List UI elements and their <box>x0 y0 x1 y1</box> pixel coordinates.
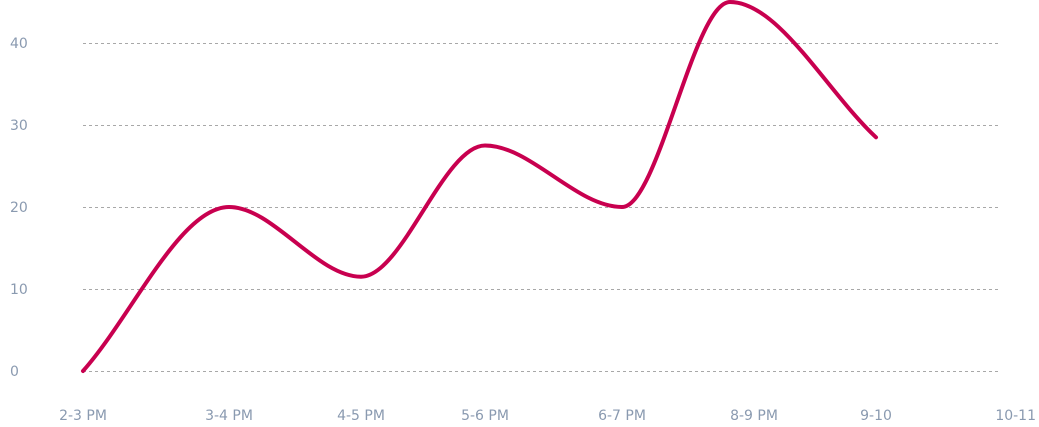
y-axis-ticks: 0 10 20 30 40 <box>10 36 28 380</box>
y-tick-label: 10 <box>10 282 28 298</box>
x-tick-label: 10-11 <box>995 408 1036 424</box>
x-tick-label: 2-3 PM <box>59 408 107 424</box>
y-tick-label: 0 <box>10 364 19 380</box>
x-tick-label: 6-7 PM <box>598 408 646 424</box>
x-tick-label: 9-10 <box>860 408 892 424</box>
y-tick-label: 20 <box>10 200 28 216</box>
series-line-0 <box>81 0 878 373</box>
y-tick-label: 30 <box>10 118 28 134</box>
series-layer <box>81 0 878 373</box>
x-axis-ticks: 2-3 PM 3-4 PM 4-5 PM 5-6 PM 6-7 PM 8-9 PM 9-10… <box>59 408 1036 424</box>
y-tick-label: 40 <box>10 36 28 52</box>
x-tick-label: 4-5 PM <box>337 408 385 424</box>
x-tick-label: 5-6 PM <box>461 408 509 424</box>
x-tick-label: 3-4 PM <box>205 408 253 424</box>
x-tick-label: 8-9 PM <box>730 408 778 424</box>
